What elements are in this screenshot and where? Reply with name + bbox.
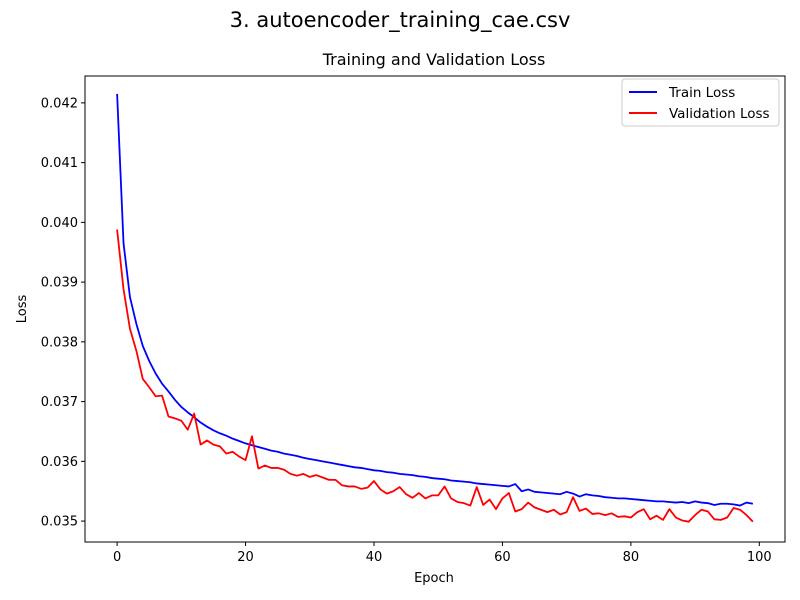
validation-loss-line [116, 229, 754, 523]
y-tick-label: 0.042 [41, 96, 78, 111]
plot-area-background [85, 76, 785, 542]
plot-area-frame [84, 75, 786, 543]
legend-frame [621, 78, 780, 127]
y-tick-label: 0.039 [41, 276, 78, 291]
y-tick-label: 0.040 [41, 216, 78, 231]
train-loss-line [116, 93, 754, 507]
x-tick-label: 60 [494, 550, 511, 565]
figure-suptitle: 3. autoencoder_training_cae.csv [229, 8, 571, 32]
x-tick-label: 0 [113, 550, 121, 565]
x-tick-label: 80 [623, 550, 640, 565]
y-tick-label: 0.035 [41, 515, 78, 530]
x-tick-label: 20 [237, 550, 254, 565]
y-axis-label: Loss [15, 295, 30, 324]
x-tick-label: 40 [366, 550, 383, 565]
x-tick-label: 100 [747, 550, 772, 565]
plot-title: Training and Validation Loss [322, 50, 546, 69]
legend-label-train: Train Loss [668, 85, 735, 101]
y-tick-label: 0.038 [41, 335, 78, 350]
y-tick-label: 0.041 [41, 156, 78, 171]
legend-label-validation: Validation Loss [669, 106, 770, 122]
legend: Train Loss Validation Loss [621, 78, 780, 127]
y-tick-label: 0.037 [41, 395, 78, 410]
y-tick-label: 0.036 [41, 455, 78, 470]
series-lines [116, 93, 754, 523]
x-axis-label: Epoch [414, 571, 454, 586]
axes-ticks: 0 20 40 60 80 100 0.035 0.036 0.037 0.038 0.039 0.0… [41, 96, 772, 565]
